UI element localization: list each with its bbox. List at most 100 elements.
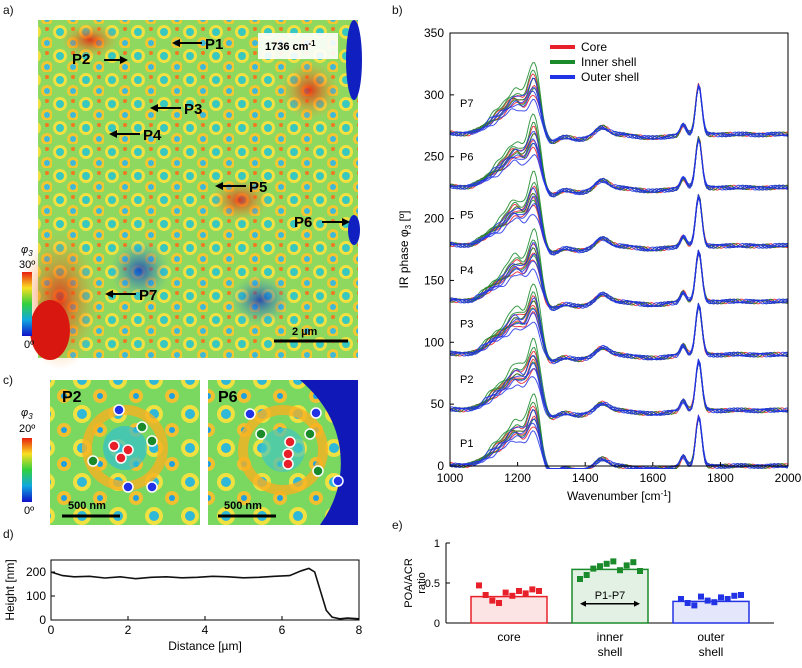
colorbar-c-symbol: φ — [21, 407, 28, 419]
sample-point-marker — [87, 455, 99, 467]
plot-frame — [50, 559, 360, 621]
spectrum-line — [449, 354, 789, 419]
data-point — [691, 602, 698, 609]
data-point — [630, 559, 637, 566]
wavenumber-badge — [258, 33, 338, 59]
data-point — [711, 599, 718, 606]
x-tick-label: 4 — [202, 623, 209, 637]
trace-label: P5 — [460, 210, 473, 222]
sample-point-marker — [113, 404, 125, 416]
colorbar — [22, 272, 32, 336]
y-axis-label: POA/ACRratio — [403, 558, 428, 608]
colorbar-symbol: φ — [21, 244, 28, 256]
x-axis-label: Distance [µm] — [168, 639, 242, 653]
y-tick-label: 350 — [424, 26, 444, 40]
x-tick-label: 1400 — [572, 471, 599, 485]
trace-label: P4 — [460, 265, 473, 277]
colorbar-c-min: 0º — [24, 505, 34, 517]
spectrum-line — [449, 393, 788, 469]
spectrum-line — [449, 360, 788, 418]
scalebar-right-label: 500 nm — [224, 500, 262, 512]
sample-point-marker — [255, 428, 267, 440]
legend-label: Outer shell — [581, 70, 639, 84]
spectrum-line — [449, 409, 789, 469]
y-axis-label: Height [nm] — [3, 559, 17, 620]
panel-label-b: b) — [392, 3, 403, 17]
point-label: P4 — [143, 127, 162, 144]
sample-point-marker — [282, 448, 294, 460]
y-tick-label: 50 — [431, 397, 445, 411]
chart-height-profile: 0 2 4 6 8 0 100 200 Distance [µm] Height [nm] — [3, 559, 363, 653]
sample-point-marker — [146, 435, 158, 447]
point-label: P1 — [205, 36, 223, 53]
sample-point-marker — [332, 475, 344, 487]
svg-text:φ3: φ3 — [21, 407, 33, 421]
trace-label: P7 — [460, 98, 473, 110]
spectrum-line — [449, 305, 788, 362]
spectrum-line — [449, 409, 789, 469]
sample-point-marker — [304, 428, 316, 440]
phase-map-image — [20, 20, 362, 370]
legend-label: Core — [581, 40, 607, 54]
data-point — [529, 586, 536, 593]
zoom-label-right: P6 — [218, 389, 238, 406]
range-annotation: P1-P7 — [595, 590, 626, 602]
x-tick-label: 2000 — [775, 471, 802, 485]
spectrum-line — [449, 337, 789, 417]
spectrum-line — [449, 304, 789, 363]
colorbar-min: 0º — [24, 339, 34, 351]
panel-label-e: e) — [392, 518, 403, 532]
data-point — [502, 589, 509, 596]
wavenumber-badge-text: 1736 cm — [265, 41, 309, 53]
scalebar-left-label: 500 nm — [68, 500, 106, 512]
data-point — [577, 576, 583, 582]
data-point — [590, 565, 597, 572]
trace-label: P3 — [460, 318, 473, 330]
spectrum-line — [450, 242, 789, 311]
data-point — [583, 572, 590, 578]
point-label: P6 — [294, 214, 312, 231]
x-tick-label: 8 — [356, 623, 363, 637]
data-point — [610, 558, 617, 565]
sample-point-marker — [284, 436, 296, 448]
data-point — [489, 597, 496, 604]
spectrum-line — [450, 195, 789, 256]
data-point — [522, 590, 529, 597]
sample-point-marker — [282, 458, 294, 470]
category-label: core — [497, 630, 521, 644]
data-point — [496, 600, 502, 606]
y-tick-label: 200 — [424, 212, 444, 226]
panel-c: P2 P6 500 nm 500 nm φ3 20º 0º — [19, 380, 358, 525]
data-point — [684, 600, 691, 606]
y-tick-label: 0 — [39, 613, 46, 627]
spectrum-line — [449, 228, 789, 311]
trace-label: P6 — [460, 151, 473, 163]
sample-point-marker — [108, 440, 120, 452]
sample-point-marker — [244, 408, 256, 420]
data-point — [698, 593, 704, 600]
sample-point-marker — [146, 481, 158, 493]
y-tick-label: 150 — [424, 273, 444, 287]
spectrum-line — [449, 77, 789, 141]
data-point — [482, 592, 489, 598]
spectrum-line — [449, 187, 789, 254]
x-tick-label: 2 — [125, 623, 132, 637]
data-point — [678, 596, 684, 602]
y-tick-label: 250 — [424, 150, 444, 164]
point-label: P7 — [139, 287, 157, 304]
panel-label-c: c) — [3, 373, 13, 387]
bar — [672, 600, 750, 624]
data-point — [617, 567, 623, 574]
spectrum-line — [449, 409, 789, 470]
chart-ratio: 0 0.5 1 POA/ACRratio core inner shell P1-P7 oute… — [403, 538, 774, 659]
wavenumber-badge-sup: -1 — [308, 39, 316, 48]
sample-point-marker — [122, 444, 134, 456]
svg-text:φ3: φ3 — [21, 244, 33, 258]
data-point — [516, 588, 522, 594]
spectrum-line — [449, 73, 789, 142]
data-point — [597, 563, 603, 570]
spectrum-line — [449, 303, 789, 364]
sample-point-marker — [312, 465, 324, 477]
colorbar-max: 30º — [19, 259, 35, 271]
